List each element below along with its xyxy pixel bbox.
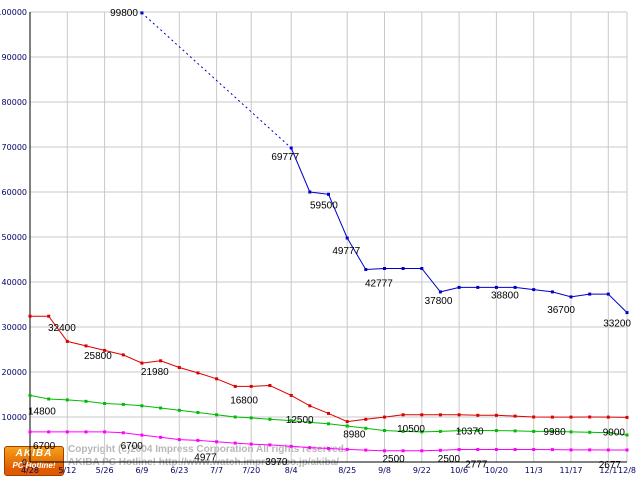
- logo-text-pc-hotline: PC Hotline!: [12, 461, 56, 470]
- svg-text:36700: 36700: [547, 305, 575, 316]
- svg-text:6700: 6700: [33, 441, 56, 452]
- svg-text:9/22: 9/22: [413, 466, 431, 475]
- svg-text:60000: 60000: [2, 188, 27, 197]
- svg-text:9900: 9900: [603, 427, 626, 438]
- magenta-line: [28, 430, 629, 453]
- svg-text:0: 0: [22, 458, 27, 467]
- svg-text:32400: 32400: [48, 323, 76, 334]
- svg-text:10370: 10370: [456, 426, 484, 437]
- svg-text:40000: 40000: [2, 278, 27, 287]
- svg-text:2500: 2500: [383, 454, 406, 465]
- svg-text:11/17: 11/17: [559, 466, 582, 475]
- svg-text:5/12: 5/12: [58, 466, 76, 475]
- svg-text:11/3: 11/3: [525, 466, 543, 475]
- svg-text:12/8: 12/8: [618, 466, 636, 475]
- red-line: [28, 314, 629, 424]
- blue-line: [140, 11, 629, 315]
- svg-text:2777: 2777: [465, 460, 488, 471]
- svg-text:8/4: 8/4: [285, 466, 298, 475]
- svg-text:9/8: 9/8: [378, 466, 391, 475]
- svg-text:7/7: 7/7: [210, 466, 223, 475]
- svg-text:3970: 3970: [265, 457, 288, 468]
- gridlines: [29, 11, 628, 463]
- svg-text:6/9: 6/9: [135, 466, 148, 475]
- green-line: [28, 393, 629, 437]
- svg-text:42777: 42777: [365, 279, 393, 290]
- svg-text:8980: 8980: [343, 430, 366, 441]
- svg-text:6/23: 6/23: [170, 466, 188, 475]
- svg-text:8/25: 8/25: [338, 466, 356, 475]
- svg-text:2500: 2500: [438, 454, 461, 465]
- svg-text:14800: 14800: [28, 406, 56, 417]
- svg-text:10/6: 10/6: [450, 466, 468, 475]
- svg-text:12/1: 12/1: [599, 466, 617, 475]
- value-labels: 99800 69777 59500 49777 42777 37800 38800 36700…: [28, 8, 631, 471]
- axes: [29, 12, 627, 463]
- logo-text-akiba: AKIBA: [15, 448, 53, 459]
- y-axis-labels: 0 10000 20000 30000 40000 50000 60000 70000 8000…: [0, 8, 27, 467]
- svg-text:69777: 69777: [271, 152, 299, 163]
- svg-text:6700: 6700: [121, 441, 144, 452]
- svg-text:9980: 9980: [543, 427, 566, 438]
- svg-text:70000: 70000: [2, 143, 27, 152]
- svg-text:10500: 10500: [397, 424, 425, 435]
- svg-text:12500: 12500: [286, 415, 314, 426]
- svg-text:2677: 2677: [599, 460, 622, 471]
- svg-text:37800: 37800: [425, 296, 453, 307]
- svg-text:7/20: 7/20: [242, 466, 260, 475]
- x-axis-labels: 4/28 5/12 5/26 6/9 6/23 7/7 7/20 8/4 8/25 9/8 9/22…: [21, 466, 636, 475]
- svg-text:33200: 33200: [603, 319, 631, 330]
- svg-text:59500: 59500: [310, 200, 338, 211]
- svg-text:5/26: 5/26: [96, 466, 114, 475]
- svg-text:49777: 49777: [332, 246, 360, 257]
- svg-text:99800: 99800: [110, 8, 138, 19]
- svg-text:21980: 21980: [141, 367, 169, 378]
- svg-text:16800: 16800: [230, 395, 258, 406]
- svg-text:10000: 10000: [2, 413, 27, 422]
- svg-text:80000: 80000: [2, 98, 27, 107]
- svg-text:25800: 25800: [84, 351, 112, 362]
- svg-text:90000: 90000: [2, 53, 27, 62]
- svg-text:10/20: 10/20: [485, 466, 508, 475]
- svg-text:100000: 100000: [0, 8, 27, 17]
- svg-text:30000: 30000: [2, 323, 27, 332]
- svg-text:50000: 50000: [2, 233, 27, 242]
- svg-text:4977: 4977: [194, 453, 217, 464]
- svg-text:38800: 38800: [491, 290, 519, 301]
- svg-text:20000: 20000: [2, 368, 27, 377]
- svg-text:4/28: 4/28: [21, 466, 39, 475]
- akiba-pc-hotline-logo: AKIBA PC Hotline!: [4, 446, 64, 476]
- copyright-text: Copyright (c)2004 Impress Corporation Al…: [68, 444, 347, 455]
